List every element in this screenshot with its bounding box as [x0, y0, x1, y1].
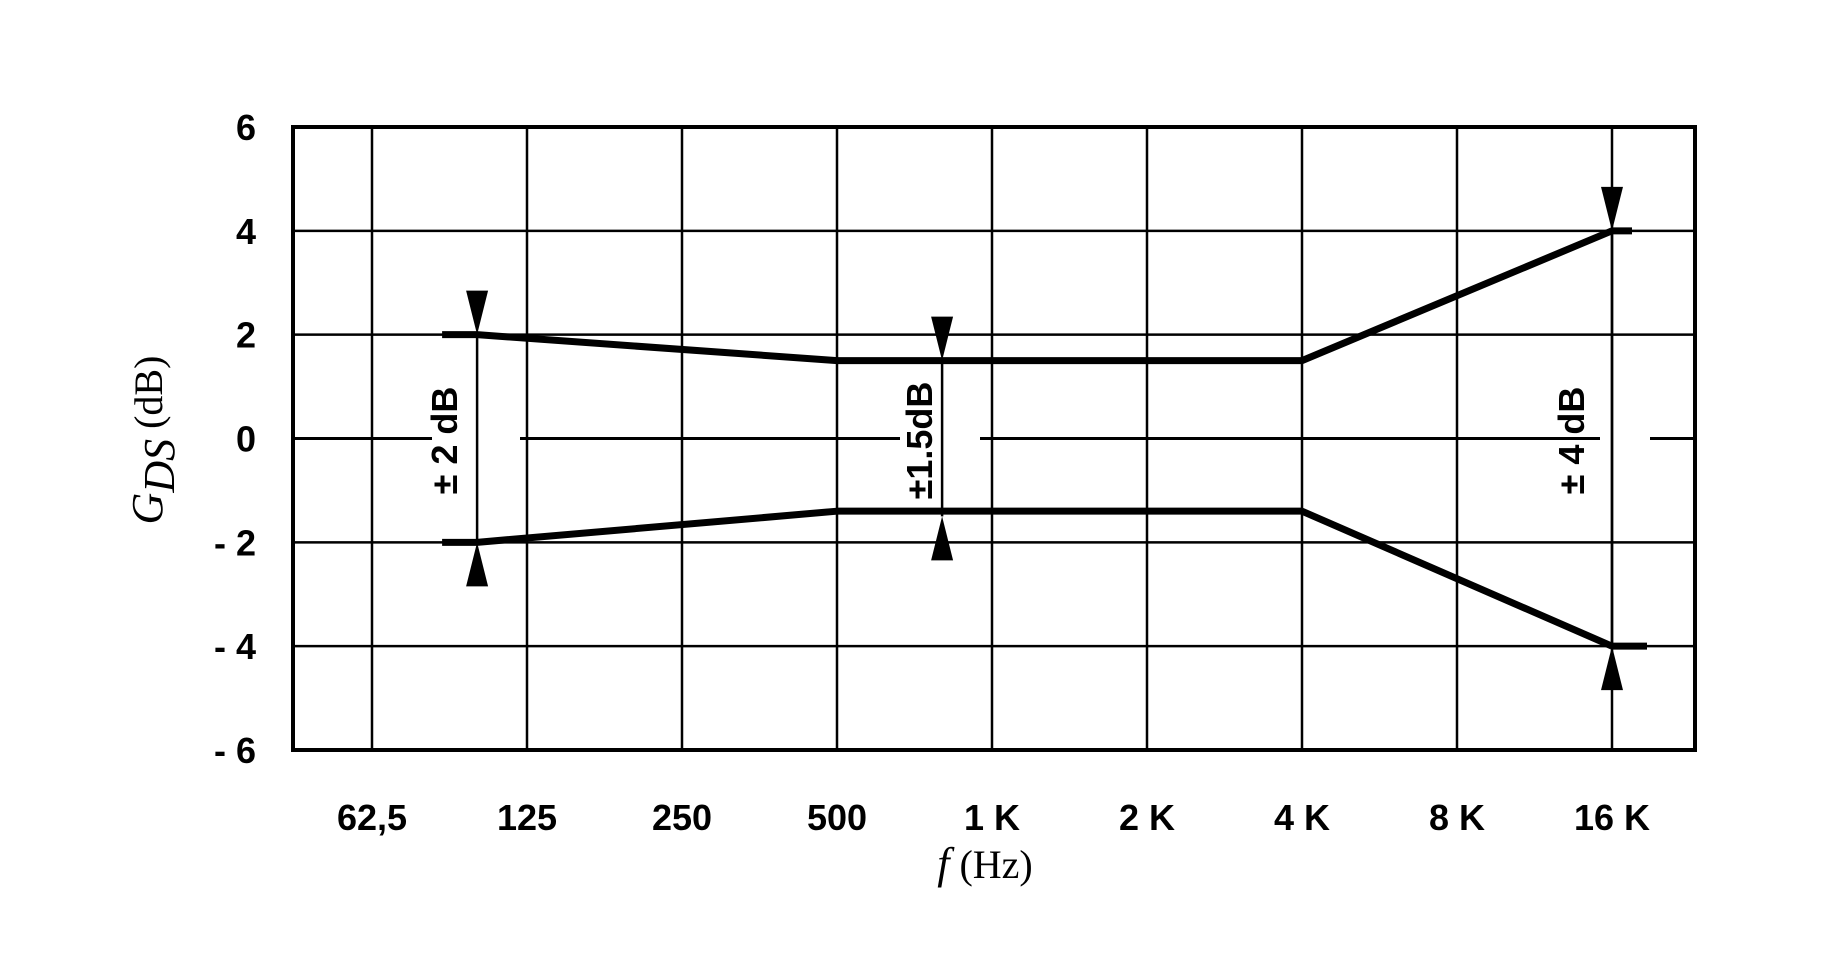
tolerance-label: ± 4 dB: [1551, 387, 1592, 495]
annotation-group: ± 2 dB ±1.5dB ± 4 dB: [424, 186, 1623, 691]
y-axis-subscript: DS: [135, 439, 184, 494]
tolerance-label: ± 2 dB: [424, 387, 465, 495]
y-tick-label: 0: [236, 419, 256, 460]
x-tick-label: 500: [807, 797, 867, 838]
x-tick-label: 62,5: [337, 797, 407, 838]
arrowhead-up: [1601, 646, 1623, 691]
y-axis-unit: (dB): [126, 356, 171, 429]
x-tick-label: 16 K: [1574, 797, 1650, 838]
x-tick-label: 125: [497, 797, 557, 838]
arrowhead-up: [466, 542, 489, 587]
y-tick-label: - 4: [214, 626, 256, 667]
series-line: [476, 507, 1614, 650]
y-tick-label: 4: [236, 211, 256, 252]
y-tick-label: 6: [236, 107, 256, 148]
y-axis-title: GDS (dB): [123, 356, 184, 525]
arrowhead-down: [1601, 186, 1623, 231]
x-tick-labels: 62,5 125 250 500 1 K 2 K 4 K 8 K 16 K: [337, 797, 1650, 838]
x-tick-label: 8 K: [1429, 797, 1485, 838]
tolerance-label: ±1.5dB: [899, 382, 940, 500]
y-tick-labels: 6 4 2 0 - 2 - 4 - 6: [214, 107, 256, 771]
series-line: [476, 227, 1614, 365]
x-axis-title: f (Hz): [937, 839, 1033, 888]
y-tick-label: 2: [236, 315, 256, 356]
x-axis-unit: (Hz): [959, 842, 1032, 887]
x-tick-label: 1 K: [964, 797, 1020, 838]
y-tick-label: - 2: [214, 522, 256, 563]
y-axis-symbol: G: [123, 493, 172, 525]
arrowhead-down: [931, 316, 954, 361]
y-tick-label: - 6: [214, 730, 256, 771]
x-axis-symbol: f: [937, 839, 955, 888]
plot-frame: [291, 125, 1697, 752]
x-tick-label: 4 K: [1274, 797, 1330, 838]
arrowhead-down: [466, 290, 489, 335]
series-group: [442, 227, 1647, 650]
x-tick-label: 2 K: [1119, 797, 1175, 838]
arrowhead-up: [931, 516, 954, 561]
x-tick-label: 250: [652, 797, 712, 838]
